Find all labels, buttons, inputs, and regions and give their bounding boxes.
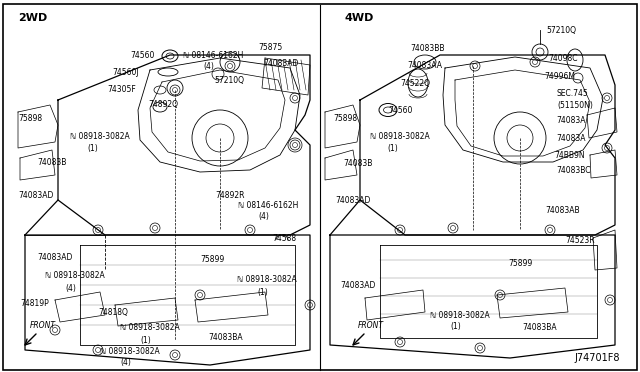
Text: FRONT: FRONT xyxy=(30,321,56,330)
Text: 74083BC: 74083BC xyxy=(556,166,591,174)
Text: 74522Q: 74522Q xyxy=(400,78,430,87)
Text: 74560J: 74560J xyxy=(112,67,139,77)
Text: 74996M: 74996M xyxy=(544,71,575,80)
Text: 57210Q: 57210Q xyxy=(546,26,576,35)
Text: (1): (1) xyxy=(450,323,461,331)
Text: (4): (4) xyxy=(120,357,131,366)
Text: FRONT: FRONT xyxy=(358,321,384,330)
Text: 74098C: 74098C xyxy=(548,54,577,62)
Text: ℕ 08918-3082A: ℕ 08918-3082A xyxy=(120,324,180,333)
Text: 74560: 74560 xyxy=(388,106,412,115)
Text: J74701F8: J74701F8 xyxy=(575,353,620,363)
Text: 74BB9N: 74BB9N xyxy=(554,151,584,160)
Text: (1): (1) xyxy=(140,336,151,344)
Text: ℕ 08918-3082A: ℕ 08918-3082A xyxy=(430,311,490,320)
Text: 74083AD: 74083AD xyxy=(340,280,376,289)
Text: (1): (1) xyxy=(257,288,268,296)
Text: 74818Q: 74818Q xyxy=(98,308,128,317)
Text: SEC.745: SEC.745 xyxy=(557,89,589,97)
Text: 74083A: 74083A xyxy=(556,134,586,142)
Text: ℕ 08918-3082A: ℕ 08918-3082A xyxy=(100,347,160,356)
Text: 57210Q: 57210Q xyxy=(214,76,244,84)
Text: 74083BA: 74083BA xyxy=(522,324,557,333)
Text: 74083B: 74083B xyxy=(343,158,372,167)
Text: 74305F: 74305F xyxy=(107,84,136,93)
Text: 74819P: 74819P xyxy=(20,298,49,308)
Text: 74523R: 74523R xyxy=(565,235,595,244)
Text: 75875: 75875 xyxy=(258,42,282,51)
Text: 74588: 74588 xyxy=(272,234,296,243)
Text: 74083A: 74083A xyxy=(556,115,586,125)
Text: (4): (4) xyxy=(203,61,214,71)
Text: ℕ 08918-3082A: ℕ 08918-3082A xyxy=(237,276,297,285)
Text: (4): (4) xyxy=(65,283,76,292)
Text: 74083AB: 74083AB xyxy=(545,205,580,215)
Text: ℕ 08918-3082A: ℕ 08918-3082A xyxy=(370,131,429,141)
Text: 75899: 75899 xyxy=(508,259,532,267)
Text: 74892R: 74892R xyxy=(215,190,244,199)
Text: 74083AD: 74083AD xyxy=(263,58,298,67)
Text: (1): (1) xyxy=(387,144,397,153)
Text: (4): (4) xyxy=(258,212,269,221)
Text: (51150N): (51150N) xyxy=(557,100,593,109)
Text: 74892Q: 74892Q xyxy=(148,99,178,109)
Text: 74083AD: 74083AD xyxy=(18,190,53,199)
Text: 4WD: 4WD xyxy=(345,13,374,23)
Text: ℕ 08146-6162H: ℕ 08146-6162H xyxy=(238,201,298,209)
Text: 74083BA: 74083BA xyxy=(208,334,243,343)
Text: 74083BB: 74083BB xyxy=(410,44,445,52)
Text: 74560: 74560 xyxy=(130,51,154,60)
Text: ℕ 08918-3082A: ℕ 08918-3082A xyxy=(70,131,130,141)
Text: 74083AD: 74083AD xyxy=(335,196,371,205)
Text: 75898: 75898 xyxy=(18,113,42,122)
Text: 74083AA: 74083AA xyxy=(407,61,442,70)
Text: 2WD: 2WD xyxy=(18,13,47,23)
Text: 74083B: 74083B xyxy=(37,157,67,167)
Text: ℕ 08146-6162H: ℕ 08146-6162H xyxy=(183,51,243,60)
Text: 74083AD: 74083AD xyxy=(37,253,72,263)
Text: 75898: 75898 xyxy=(333,113,357,122)
Text: 75899: 75899 xyxy=(200,256,224,264)
Text: (1): (1) xyxy=(87,144,98,153)
Text: ℕ 08918-3082A: ℕ 08918-3082A xyxy=(45,272,105,280)
